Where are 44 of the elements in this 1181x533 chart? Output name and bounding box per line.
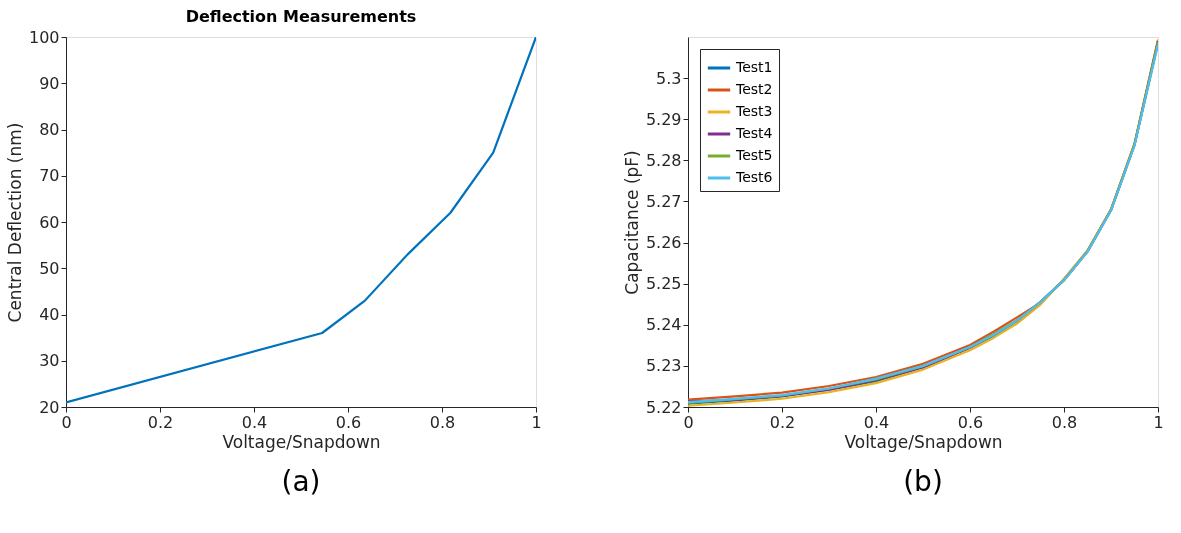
y-tick-label: 5.25 [645,274,682,294]
y-tick-label: 5.22 [645,397,682,417]
legend-label: Test3 [735,103,773,119]
x-tick-label: 0.6 [957,412,984,432]
x-tick-label: 0.8 [429,412,456,432]
y-tick-label: 100 [28,27,60,47]
legend-label: Test4 [735,125,773,141]
y-tick-label: 5.23 [645,356,682,376]
legend-label: Test6 [735,169,773,185]
text: (a) [281,465,321,498]
y-tick-label: 80 [39,120,60,139]
y-tick-label: 5.28 [645,150,682,170]
x-tick-label: 0.2 [769,412,796,432]
y-tick-label: 50 [39,258,60,278]
y-tick-label: 70 [39,166,60,186]
x-tick-label: 0.8 [1051,412,1078,432]
y-tick-label: 30 [39,351,60,371]
x-tick-label: 0 [683,412,694,432]
y-tick-label: 60 [39,212,60,232]
x-tick-label: 0.2 [147,412,174,432]
y-tick-label: 5.3 [656,68,682,88]
text: (b) [903,465,943,498]
legend-label: Test1 [735,59,773,75]
x-tick-label: 1 [531,412,542,432]
x-axis-title: Voltage/Snapdown [844,431,1003,452]
x-tick-label: 1 [1153,412,1164,432]
y-axis-title: Central Deflection (nm) [4,122,25,323]
y-tick-label: 5.29 [645,109,682,129]
y-axis-title: Capacitance (pF) [621,150,642,295]
y-tick-label: 5.26 [645,233,682,253]
line-series [66,37,536,404]
y-tick-label: 20 [39,397,60,417]
legend-label: Test2 [735,81,773,97]
x-tick-label: 0.4 [241,412,268,432]
legend-label: Test5 [735,147,773,163]
chart-title: Deflection Measurements [185,7,417,26]
y-tick-label: 40 [39,305,60,324]
x-tick-label: 0 [61,412,72,432]
x-axis-title: Voltage/Snapdown [222,431,381,452]
y-tick-label: 90 [39,73,60,93]
y-tick-label: 5.27 [645,191,682,211]
y-tick-label: 5.24 [645,315,682,335]
x-tick-label: 0.6 [335,412,362,432]
x-tick-label: 0.4 [863,412,890,432]
